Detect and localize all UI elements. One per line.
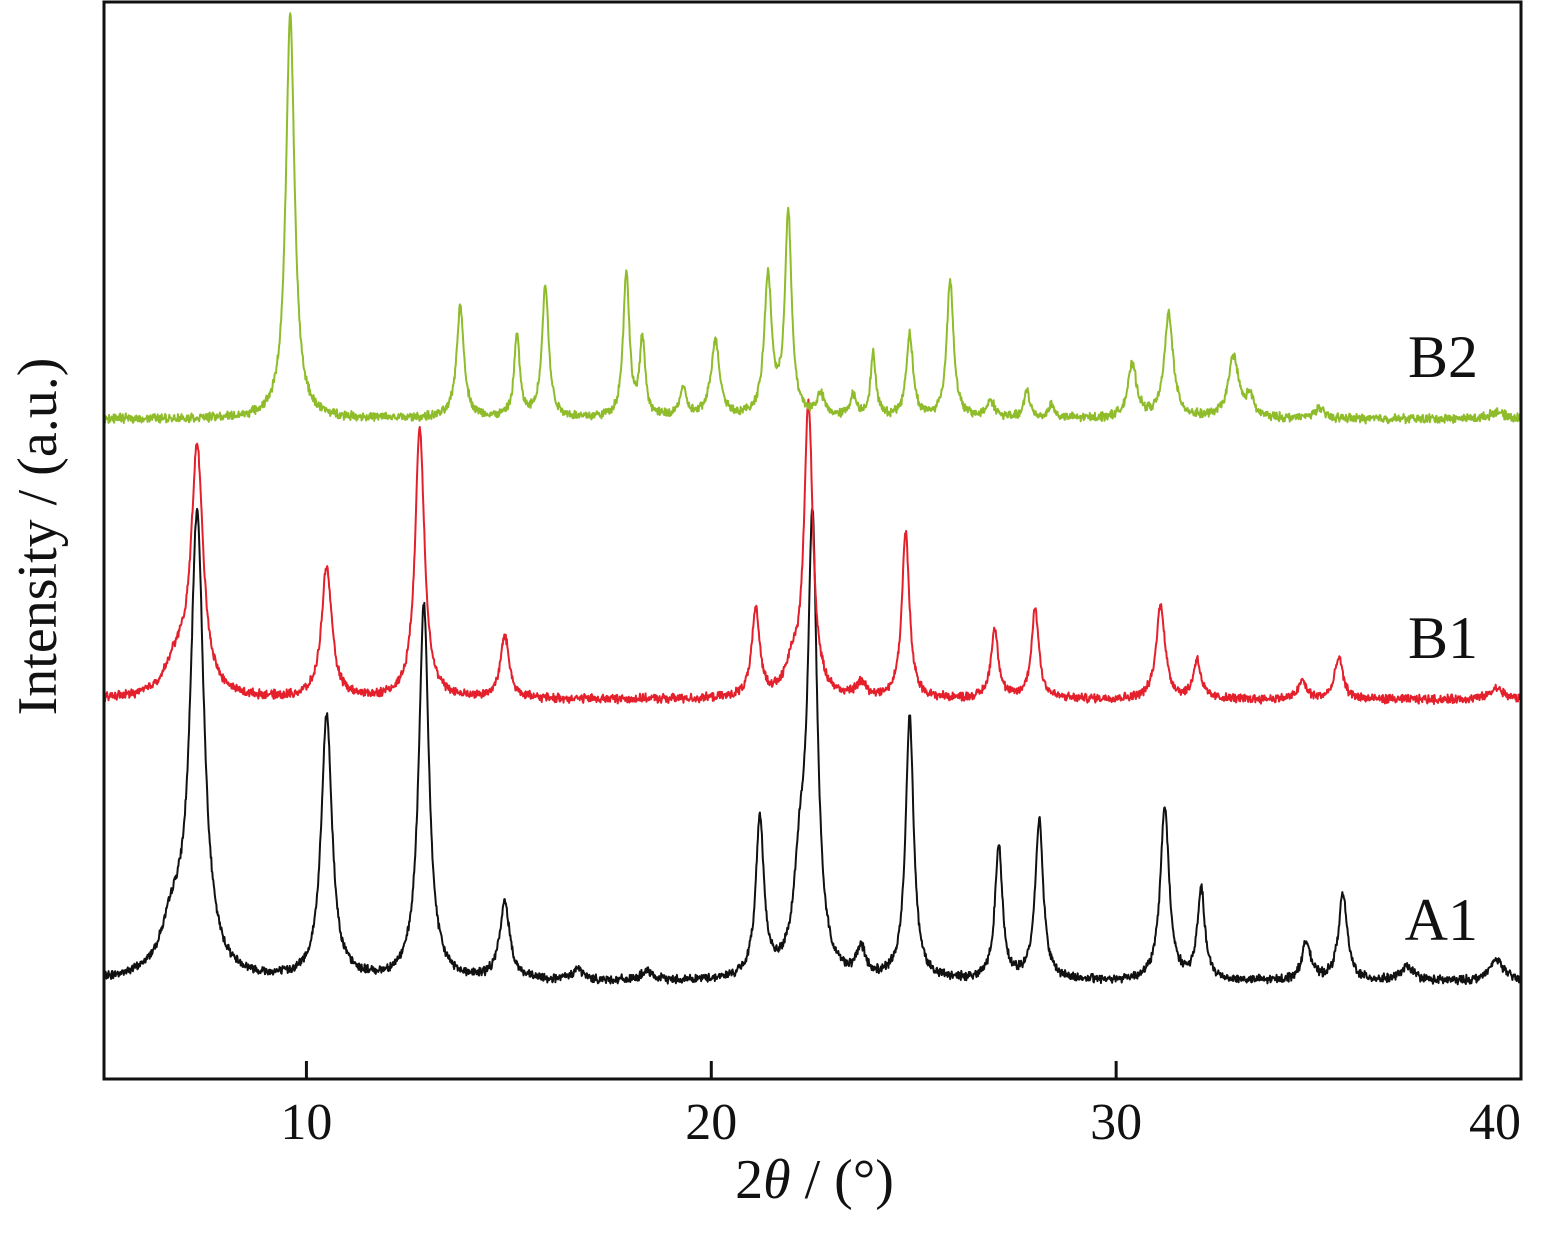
x-tick-label: 10 bbox=[280, 1094, 332, 1151]
series-label-b2: B2 bbox=[1408, 324, 1478, 390]
plot-lines bbox=[103, 12, 1522, 986]
x-axis-title: 2θ / (°) bbox=[735, 1149, 894, 1211]
x-ticks: 10 20 30 40 bbox=[280, 1061, 1523, 1151]
series-line-b1 bbox=[103, 398, 1522, 706]
x-tick-label: 30 bbox=[1090, 1094, 1142, 1151]
series-label-b1: B1 bbox=[1408, 605, 1478, 671]
x-axis-title-prefix: 2 bbox=[735, 1149, 763, 1211]
x-tick-label: 20 bbox=[685, 1094, 737, 1151]
series-line-b2 bbox=[103, 12, 1522, 425]
x-axis-title-suffix: / (°) bbox=[791, 1149, 894, 1211]
y-axis-title: Intensity / (a.u.) bbox=[7, 358, 69, 716]
series-label-a1: A1 bbox=[1405, 887, 1478, 953]
x-axis-title-theta: θ bbox=[763, 1149, 791, 1211]
series-line-a1 bbox=[103, 507, 1522, 986]
plot-frame bbox=[102, 0, 1523, 1081]
series-labels: A1 B1 B2 bbox=[1405, 324, 1478, 953]
x-tick-label: 40 bbox=[1469, 1094, 1521, 1151]
